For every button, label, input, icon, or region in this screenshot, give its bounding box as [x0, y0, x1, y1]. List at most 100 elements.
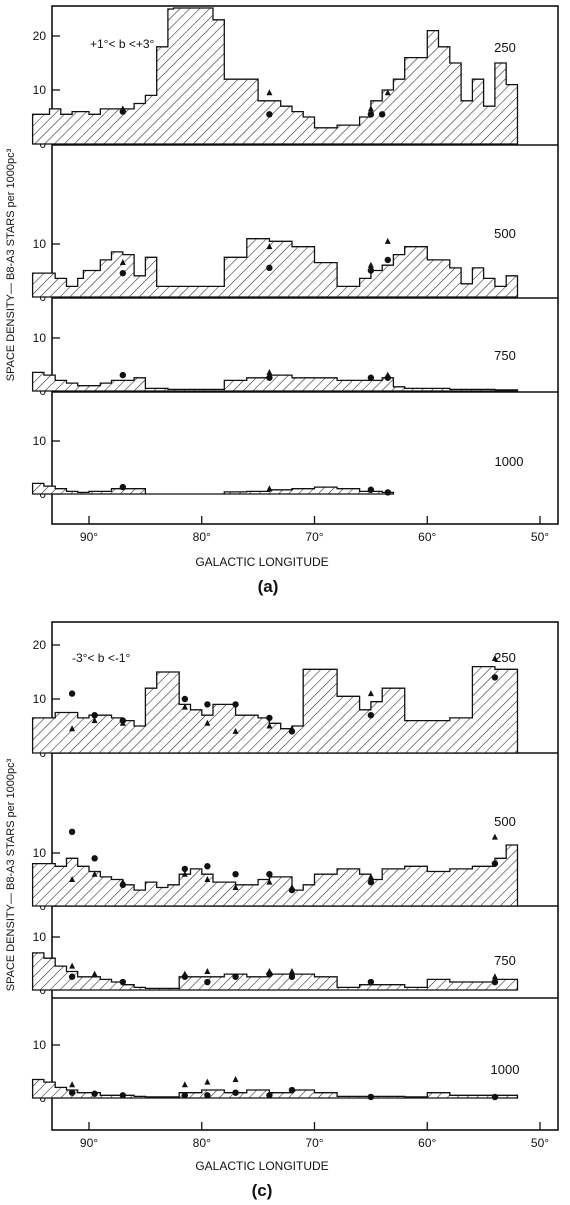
- panel-c: 0102001001001090°80°70°60°50° -3°< b <-1…: [5, 621, 559, 1200]
- panel-c-dot-marker-21: [119, 978, 127, 986]
- panel-c-dot-marker-14: [204, 863, 211, 870]
- panel-c-triangle-marker-10: [69, 876, 76, 882]
- panel-c-dot-marker-3: [181, 695, 189, 703]
- panel-c-histogram-1000: [31, 1078, 519, 1099]
- panel-c-triangle-marker-8: [367, 690, 374, 697]
- panel-c-triangle-marker-29: [204, 1078, 211, 1085]
- panel-a-ytick-label-1-10: 10: [33, 237, 47, 251]
- panel-c-dot-marker-26: [288, 973, 296, 980]
- panel-c-triangle-marker-19: [491, 833, 498, 840]
- panel-a-dot-marker-6: [367, 267, 375, 274]
- panel-a-ytick-label-2-10: 10: [33, 331, 47, 345]
- panel-c-dot-marker-10: [68, 828, 76, 835]
- panel-c-dot-marker-5: [232, 701, 239, 708]
- panel-c-triangle-marker-30: [232, 1075, 239, 1082]
- panel-c-ytick-label-3-10: 10: [33, 1038, 47, 1052]
- panel-a-dot-marker-10: [367, 374, 375, 381]
- panel-a: 0102001001001090°80°70°60°50° +1°< b <+3…: [5, 5, 559, 596]
- panel-c-triangle-marker-2: [119, 719, 126, 726]
- panel-a-row-label-500: 500: [494, 226, 516, 241]
- panel-c-triangle-marker-24: [266, 967, 273, 974]
- panel-c-histogram-750: [31, 952, 519, 991]
- panel-c-triangle-marker-9: [491, 655, 498, 661]
- panel-a-triangle-marker-3: [384, 89, 391, 96]
- panel-c-triangle-marker-4: [204, 719, 211, 726]
- panel-a-xtick-label-50: 50°: [531, 530, 549, 544]
- panel-c-dot-marker-18: [367, 878, 375, 886]
- panel-c-dot-marker-20: [68, 973, 76, 980]
- panel-c-dot-marker-19: [491, 860, 499, 867]
- panel-c-dot-marker-4: [204, 701, 211, 708]
- panel-a-dot-marker-4: [119, 269, 127, 277]
- panel-a-frame: [51, 5, 559, 525]
- panel-a-dot-marker-8: [119, 371, 127, 379]
- panel-a-triangle-marker-8: [266, 368, 273, 375]
- panel-c-dot-marker-1: [91, 712, 98, 719]
- panel-c-plot: 0102001001001090°80°70°60°50°: [31, 638, 549, 1150]
- panel-c-dot-marker-37: [367, 1093, 375, 1101]
- panel-a-triangle-marker-2: [367, 105, 374, 112]
- panel-a-row-label-250: 250: [494, 40, 516, 55]
- panel-a-dot-marker-14: [384, 489, 391, 496]
- panel-c-dot-marker-28: [491, 978, 499, 986]
- panel-a-ytick-label-0-10: 10: [33, 83, 47, 97]
- panel-a-xtick-label-80: 80°: [193, 530, 211, 544]
- panel-c-triangle-marker-23: [204, 967, 211, 974]
- panel-a-xtick-label-90: 90°: [80, 530, 98, 544]
- panel-c-dot-marker-16: [266, 871, 273, 878]
- panel-c-dot-marker-23: [204, 978, 211, 986]
- panel-c-xtick-label-50: 50°: [531, 1136, 549, 1150]
- panel-c-ylabel: SPACE DENSITY— B8-A3 STARS per 1000pc³: [5, 758, 17, 991]
- panel-c-ytick-label-1-10: 10: [33, 846, 47, 860]
- panel-a-ytick-label-0-20: 20: [33, 29, 47, 43]
- panel-a-plot: 0102001001001090°80°70°60°50°: [31, 7, 549, 544]
- panel-a-histogram-500: [31, 238, 519, 298]
- panel-c-dot-marker-6: [266, 714, 273, 722]
- panel-c-dot-marker-8: [367, 712, 375, 719]
- panel-a-dot-marker-12: [119, 483, 127, 491]
- panel-c-triangle-marker-17: [288, 883, 295, 890]
- panel-c-dot-marker-35: [266, 1092, 273, 1099]
- panel-c-dot-marker-30: [91, 1090, 98, 1097]
- panel-a-dot-marker-3: [378, 111, 386, 118]
- panel-a-dot-marker-2: [367, 111, 375, 118]
- panel-c-dot-marker-0: [68, 690, 76, 697]
- panel-c-dot-marker-27: [367, 978, 375, 986]
- panel-a-triangle-marker-5: [266, 243, 273, 250]
- panel-c-triangle-marker-22: [181, 970, 188, 977]
- panel-a-triangle-marker-9: [384, 371, 391, 378]
- panel-c-xtick-label-90: 90°: [80, 1136, 98, 1150]
- panel-c-triangle-marker-16: [266, 878, 273, 885]
- panel-a-dot-marker-13: [367, 486, 375, 493]
- panel-c-triangle-marker-0: [69, 725, 76, 732]
- panel-c-triangle-marker-20: [69, 962, 76, 969]
- panel-c-dot-marker-31: [119, 1092, 127, 1099]
- panel-c-xtick-label-80: 80°: [193, 1136, 211, 1150]
- panel-a-triangle-marker-7: [384, 237, 391, 244]
- panel-c-triangle-marker-12: [119, 878, 126, 885]
- panel-a-triangle-marker-10: [266, 485, 273, 492]
- panel-c-dot-marker-15: [232, 871, 239, 878]
- panel-c-dot-marker-36: [288, 1086, 296, 1094]
- panel-c-dot-marker-13: [181, 865, 189, 873]
- panel-c-triangle-marker-15: [232, 883, 239, 890]
- panel-c-triangle-marker-21: [91, 970, 98, 977]
- panel-c-triangle-marker-27: [69, 1081, 76, 1088]
- panel-c-dot-marker-9: [491, 674, 499, 681]
- panel-a-triangle-marker-4: [119, 259, 126, 266]
- panel-c-triangle-marker-3: [181, 703, 188, 710]
- panel-a-row-label-750: 750: [494, 348, 516, 363]
- panel-c-xtick-label-60: 60°: [418, 1136, 436, 1150]
- panel-a-histogram-250: [31, 7, 519, 145]
- panel-c-row-label-250: 250: [494, 650, 516, 665]
- panel-c-dot-marker-38: [491, 1093, 499, 1101]
- panel-c-triangle-marker-25: [288, 967, 295, 974]
- panel-c-dot-marker-32: [181, 1092, 189, 1099]
- panel-a-triangle-marker-6: [367, 261, 374, 268]
- panel-c-ytick-label-2-10: 10: [33, 930, 47, 944]
- panel-c-dot-marker-33: [204, 1092, 211, 1099]
- panel-c-triangle-marker-26: [491, 973, 498, 980]
- panel-c-dot-marker-24: [232, 973, 239, 980]
- panel-c-row-label-500: 500: [494, 814, 516, 829]
- panel-c-ytick-label-0-20: 20: [33, 638, 47, 652]
